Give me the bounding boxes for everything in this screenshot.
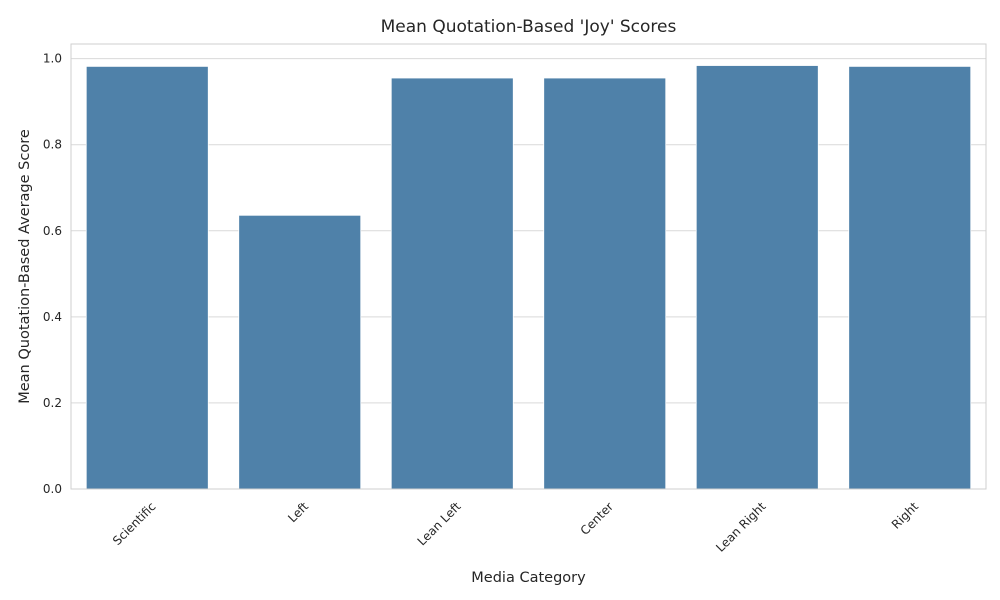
bar-lean-left <box>390 77 514 490</box>
y-tick-label: 0.0 <box>43 482 62 496</box>
x-axis-label: Media Category <box>471 570 586 586</box>
bar-left <box>238 214 362 490</box>
x-tick-label: Right <box>889 499 921 531</box>
x-tick-label: Left <box>285 499 311 525</box>
y-tick-label: 1.0 <box>43 52 62 66</box>
x-tick-label: Lean Right <box>713 499 769 555</box>
y-tick-label: 0.2 <box>43 396 62 410</box>
y-tick-label: 0.4 <box>43 310 62 324</box>
bars <box>85 65 972 490</box>
x-tick-label: Center <box>578 499 617 538</box>
y-tick-label: 0.6 <box>43 224 62 238</box>
bar-lean-right <box>695 65 819 490</box>
chart-title: Mean Quotation-Based 'Joy' Scores <box>381 17 677 37</box>
y-axis-label: Mean Quotation-Based Average Score <box>17 129 33 404</box>
x-tick-labels: Scientific Left Lean Left Center Lean Right R… <box>110 499 921 555</box>
y-tick-labels: 0.0 0.2 0.4 0.6 0.8 1.0 <box>43 52 62 496</box>
bar-scientific <box>85 65 209 490</box>
y-tick-label: 0.8 <box>43 138 62 152</box>
x-tick-label: Lean Left <box>415 499 464 548</box>
bar-right <box>848 65 972 490</box>
bar-center <box>543 77 667 490</box>
x-tick-label: Scientific <box>110 499 159 548</box>
plot-frame <box>70 43 987 490</box>
